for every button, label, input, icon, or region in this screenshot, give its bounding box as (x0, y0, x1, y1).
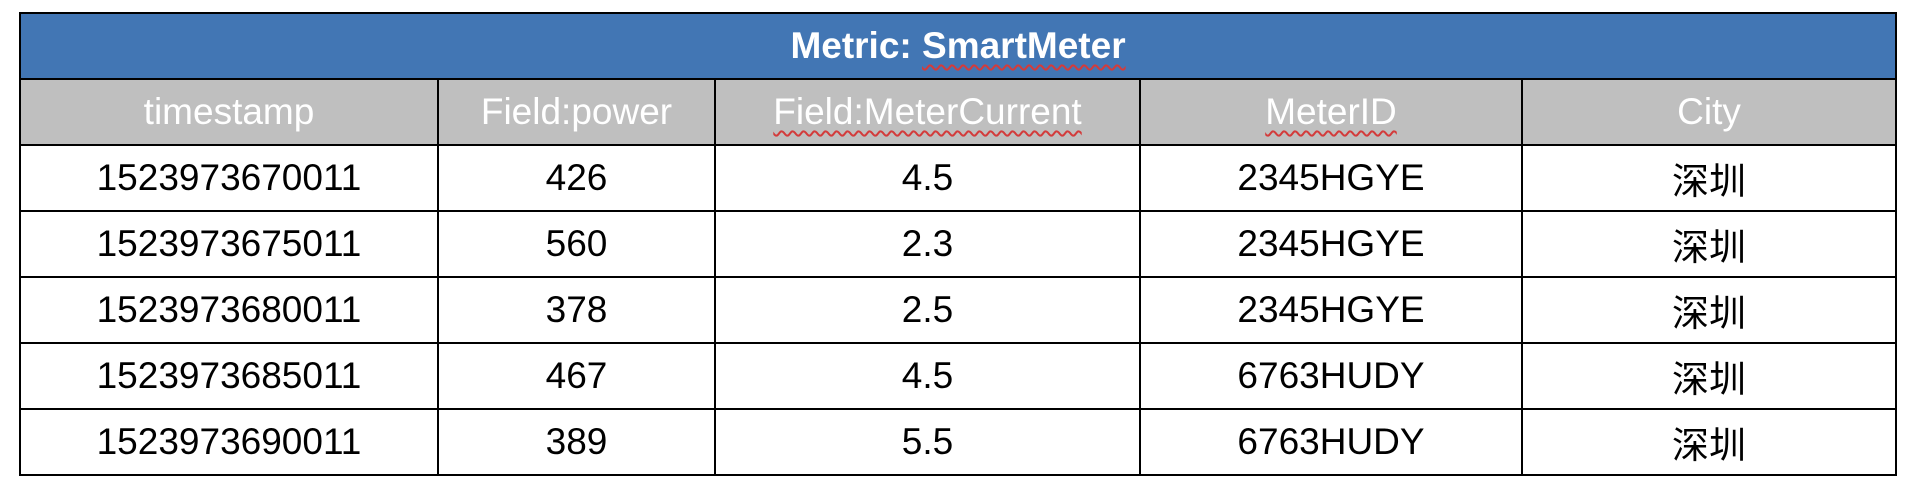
table-cell: 深圳 (1520, 342, 1898, 410)
table-title: Metric: SmartMeter (18, 12, 1898, 80)
column-header: Field:MeterCurrent (714, 78, 1141, 146)
table-cell: 6763HUDY (1139, 342, 1523, 410)
table-cell: 426 (437, 144, 716, 212)
table-row: 1523973690011 389 5.5 6763HUDY 深圳 (19, 408, 1898, 476)
title-row: Metric: SmartMeter (18, 12, 1898, 80)
column-header-label: MeterID (1265, 91, 1397, 132)
table-row: 1523973675011 560 2.3 2345HGYE 深圳 (19, 210, 1898, 278)
column-header-label: City (1677, 91, 1741, 132)
title-metric-name: SmartMeter (922, 25, 1126, 66)
table-cell: 1523973680011 (19, 276, 439, 344)
column-header-label: Field:power (480, 91, 673, 132)
table-row: 1523973680011 378 2.5 2345HGYE 深圳 (19, 276, 1898, 344)
table-cell: 2.3 (714, 210, 1141, 278)
table-cell: 378 (437, 276, 716, 344)
table-cell: 1523973675011 (19, 210, 439, 278)
header-row: timestamp Field:power Field:MeterCurrent Me… (19, 78, 1898, 146)
column-header: Field:power (437, 78, 716, 146)
table-cell: 深圳 (1520, 276, 1898, 344)
table-cell: 深圳 (1520, 144, 1898, 212)
table-cell: 4.5 (714, 144, 1141, 212)
smartmeter-table: Metric: SmartMeter timestamp Field:power F… (18, 12, 1898, 476)
column-header: MeterID (1139, 78, 1523, 146)
table-cell: 4.5 (714, 342, 1141, 410)
table-cell: 560 (437, 210, 716, 278)
table-cell: 1523973685011 (19, 342, 439, 410)
table-cell: 深圳 (1520, 408, 1898, 476)
table-cell: 6763HUDY (1139, 408, 1523, 476)
column-header-label: timestamp (143, 91, 315, 132)
table-cell: 389 (437, 408, 716, 476)
table-cell: 1523973690011 (19, 408, 439, 476)
table-cell: 5.5 (714, 408, 1141, 476)
table-cell: 2345HGYE (1139, 276, 1523, 344)
table-cell: 2345HGYE (1139, 210, 1523, 278)
column-header: City (1520, 78, 1898, 146)
table-cell: 2.5 (714, 276, 1141, 344)
column-header: timestamp (19, 78, 439, 146)
smartmeter-table-container: Metric: SmartMeter timestamp Field:power F… (18, 12, 1898, 476)
table-body: 1523973670011 426 4.5 2345HGYE 深圳 15239736750… (19, 144, 1898, 476)
table-row: 1523973685011 467 4.5 6763HUDY 深圳 (19, 342, 1898, 410)
table-cell: 1523973670011 (19, 144, 439, 212)
column-header-label: Field:MeterCurrent (773, 91, 1082, 132)
table-row: 1523973670011 426 4.5 2345HGYE 深圳 (19, 144, 1898, 212)
table-cell: 深圳 (1520, 210, 1898, 278)
title-prefix: Metric: (790, 25, 923, 66)
table-cell: 2345HGYE (1139, 144, 1523, 212)
table-cell: 467 (437, 342, 716, 410)
